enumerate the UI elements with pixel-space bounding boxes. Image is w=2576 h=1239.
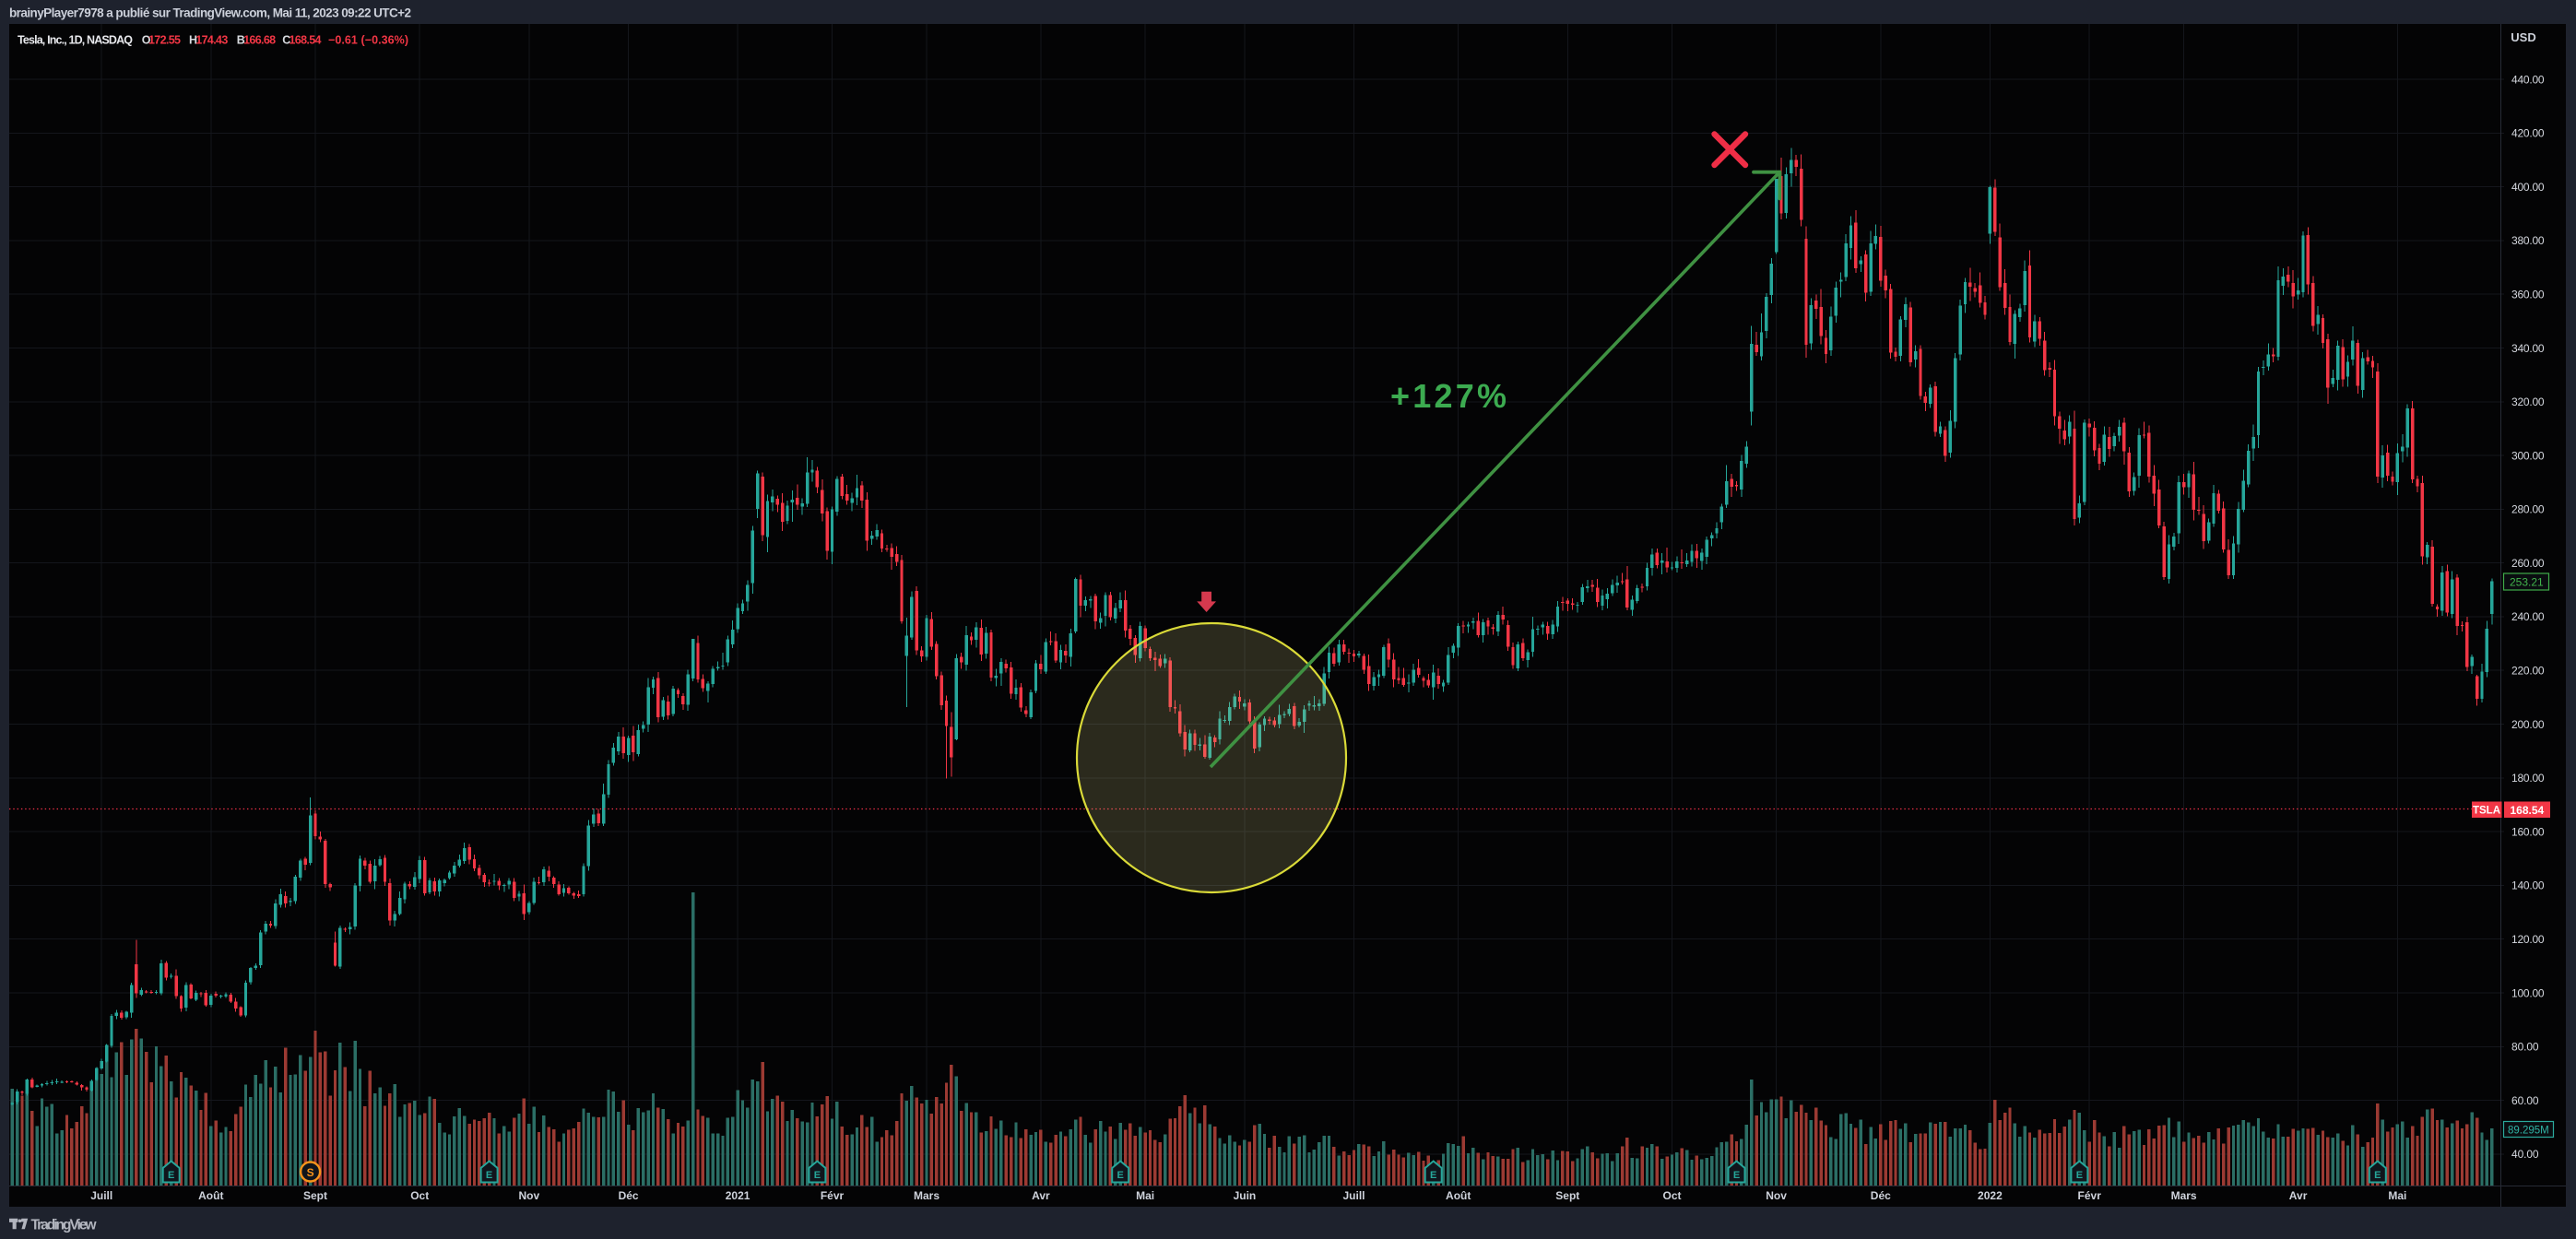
svg-text:Mars: Mars xyxy=(914,1189,939,1202)
svg-text:60.00: 60.00 xyxy=(2511,1094,2539,1107)
svg-text:Févr: Févr xyxy=(821,1189,845,1202)
svg-text:Juill: Juill xyxy=(90,1189,112,1202)
svg-text:E: E xyxy=(1430,1170,1436,1181)
svg-text:TradingView: TradingView xyxy=(31,1218,98,1233)
svg-text:Mai: Mai xyxy=(2388,1189,2406,1202)
svg-text:E: E xyxy=(168,1170,174,1181)
svg-text:420.00: 420.00 xyxy=(2511,127,2545,140)
svg-text:260.00: 260.00 xyxy=(2511,557,2545,570)
svg-text:+127%: +127% xyxy=(1390,377,1507,415)
svg-text:Août: Août xyxy=(198,1189,223,1202)
svg-text:E: E xyxy=(1117,1170,1124,1181)
svg-text:Avr: Avr xyxy=(2289,1189,2308,1202)
svg-text:B: B xyxy=(237,34,245,47)
svg-text:Juin: Juin xyxy=(1234,1189,1257,1202)
svg-text:220.00: 220.00 xyxy=(2511,665,2545,678)
svg-text:O: O xyxy=(142,34,151,47)
svg-text:Déc: Déc xyxy=(619,1189,639,1202)
svg-text:E: E xyxy=(486,1170,492,1181)
svg-text:Sept: Sept xyxy=(1555,1189,1579,1202)
svg-text:89.295M: 89.295M xyxy=(2508,1126,2549,1137)
svg-text:40.00: 40.00 xyxy=(2511,1148,2539,1161)
svg-text:180.00: 180.00 xyxy=(2511,772,2545,785)
svg-text:360.00: 360.00 xyxy=(2511,289,2545,301)
svg-text:S: S xyxy=(307,1166,314,1179)
svg-text:E: E xyxy=(1733,1170,1740,1181)
svg-text:Août: Août xyxy=(1446,1189,1471,1202)
svg-text:168.54: 168.54 xyxy=(290,34,322,47)
svg-text:320.00: 320.00 xyxy=(2511,395,2545,408)
svg-text:80.00: 80.00 xyxy=(2511,1041,2539,1054)
svg-text:166.68: 166.68 xyxy=(243,34,276,47)
svg-text:100.00: 100.00 xyxy=(2511,986,2545,999)
svg-text:172.55: 172.55 xyxy=(148,34,181,47)
svg-text:140.00: 140.00 xyxy=(2511,879,2545,892)
svg-text:Nov: Nov xyxy=(518,1189,539,1202)
svg-text:Oct: Oct xyxy=(410,1189,429,1202)
svg-text:Juill: Juill xyxy=(1342,1189,1365,1202)
svg-text:C: C xyxy=(282,34,290,47)
svg-text:Oct: Oct xyxy=(1662,1189,1681,1202)
svg-text:brainyPlayer7978 a publié sur: brainyPlayer7978 a publié sur TradingVie… xyxy=(9,6,411,20)
svg-text:Déc: Déc xyxy=(1871,1189,1891,1202)
svg-text:440.00: 440.00 xyxy=(2511,73,2545,86)
svg-text:280.00: 280.00 xyxy=(2511,503,2545,516)
svg-text:H: H xyxy=(189,34,197,47)
svg-text:Mars: Mars xyxy=(2171,1189,2197,1202)
svg-text:Sept: Sept xyxy=(303,1189,327,1202)
svg-text:Nov: Nov xyxy=(1766,1189,1787,1202)
svg-text:340.00: 340.00 xyxy=(2511,342,2545,355)
svg-text:Tesla, Inc., 1D, NASDAQ: Tesla, Inc., 1D, NASDAQ xyxy=(18,34,133,47)
svg-text:240.00: 240.00 xyxy=(2511,610,2545,623)
svg-text:300.00: 300.00 xyxy=(2511,449,2545,462)
svg-text:120.00: 120.00 xyxy=(2511,933,2545,946)
svg-text:380.00: 380.00 xyxy=(2511,234,2545,247)
svg-text:168.54: 168.54 xyxy=(2511,804,2545,817)
svg-text:E: E xyxy=(814,1170,821,1181)
svg-text:Avr: Avr xyxy=(1032,1189,1050,1202)
svg-text:2022: 2022 xyxy=(1978,1189,2003,1202)
svg-text:160.00: 160.00 xyxy=(2511,825,2545,838)
svg-text:E: E xyxy=(2076,1170,2083,1181)
svg-text:200.00: 200.00 xyxy=(2511,718,2545,731)
svg-text:−0.61 (−0.36%): −0.61 (−0.36%) xyxy=(328,34,408,47)
svg-text:2021: 2021 xyxy=(726,1189,750,1202)
svg-text:USD: USD xyxy=(2511,30,2535,44)
svg-text:TSLA: TSLA xyxy=(2473,806,2500,817)
svg-text:400.00: 400.00 xyxy=(2511,181,2545,194)
svg-text:253.21: 253.21 xyxy=(2510,576,2544,589)
svg-text:Mai: Mai xyxy=(1136,1189,1154,1202)
svg-text:Févr: Févr xyxy=(2078,1189,2102,1202)
svg-text:174.43: 174.43 xyxy=(195,34,228,47)
svg-text:E: E xyxy=(2374,1170,2381,1181)
